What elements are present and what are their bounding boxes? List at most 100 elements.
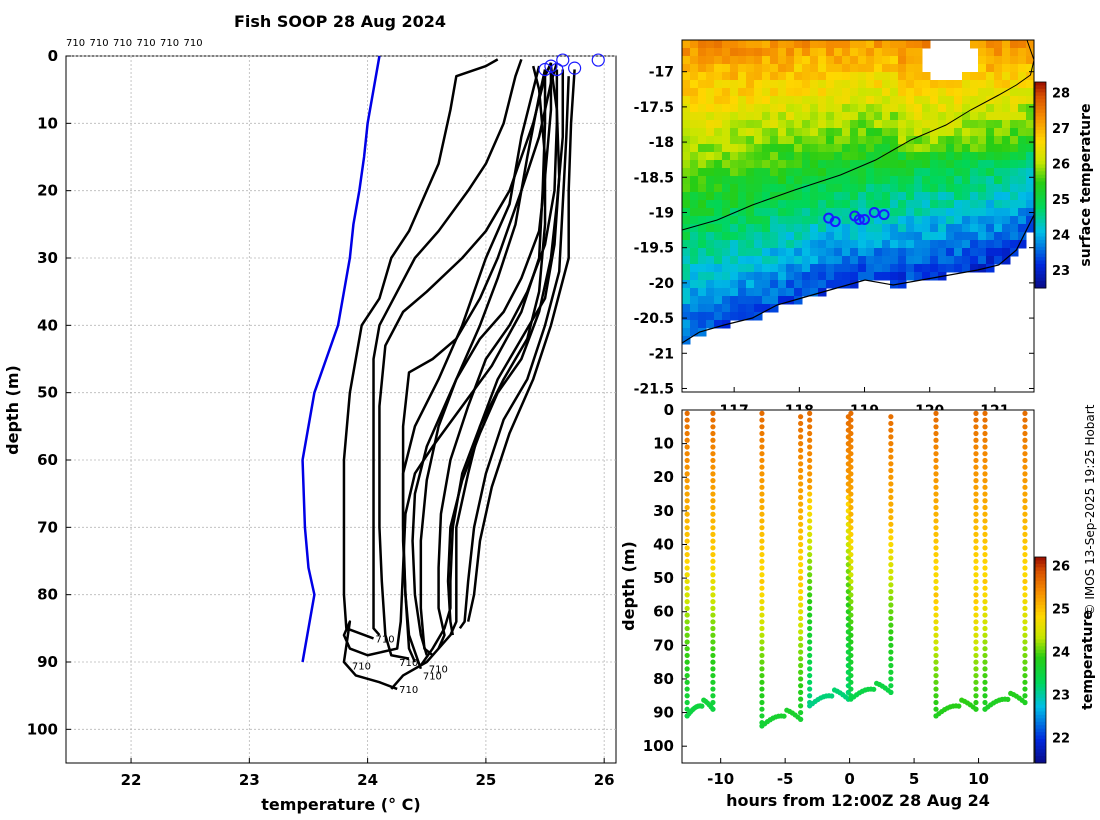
sst-cell [722,112,731,121]
y-tick-label: 0 [48,47,58,65]
sst-cell [1018,152,1027,161]
sst-cell [946,208,955,217]
sst-cell [730,264,739,273]
cast-sample-dot [933,531,939,537]
sst-cell [930,200,939,209]
cast-sample-dot [973,666,979,672]
sst-cell [722,264,731,273]
map-colorbar-segment [1035,147,1046,152]
sst-cell [986,240,995,249]
cast-sample-dot [798,609,804,615]
sst-cell [762,72,771,81]
sst-cell [722,184,731,193]
cast-sample-dot [759,625,765,632]
cast-sample-dot [759,504,765,511]
sst-cell [810,256,819,265]
sst-cell [698,128,707,137]
cast-sample-dot [973,531,979,537]
sst-cell [1026,176,1035,185]
cast-sample-dot [888,535,894,541]
cast-sample-dot [798,595,804,601]
sst-cell [810,232,819,241]
sst-cell [882,232,891,241]
sst-cell [738,40,747,49]
dt-colorbar-segment [1035,591,1046,596]
cast-sample-dot [684,410,690,416]
sst-cell [746,208,755,217]
dt-colorbar-segment [1035,646,1046,651]
sst-cell [874,216,883,225]
sst-cell [786,256,795,265]
cast-sample-dot [798,709,804,716]
cast-sample-dot [798,494,804,501]
sst-cell [834,88,843,97]
map-colorbar-tick-label: 28 [1052,87,1070,102]
sst-cell [770,160,779,169]
sst-cell [858,248,867,257]
sst-cell [858,264,867,273]
cast-sample-dot [888,669,894,675]
sst-cell [1018,88,1027,97]
sst-cell [922,216,931,225]
sst-cell [986,264,995,273]
sst-cell [882,168,891,177]
x-tick-label: 22 [121,771,142,789]
sst-cell [914,136,923,145]
sst-cell [866,200,875,209]
surface-marker [550,62,564,77]
cast-sample-dot [684,672,690,679]
sst-cell [882,48,891,57]
sst-cell [842,240,851,249]
sst-cell [738,128,747,137]
sst-cell [714,96,723,105]
sst-cell [698,248,707,257]
dt-colorbar-segment [1035,574,1046,579]
sst-cell [938,160,947,169]
sst-cell [706,80,715,89]
sst-cell [906,144,915,153]
sst-cell [994,216,1003,225]
sst-cell [794,176,803,185]
cast-sample-dot [1022,666,1028,672]
sst-cell [866,152,875,161]
cast-sample-dot [1022,699,1028,706]
sst-cell [746,200,755,209]
sst-cell [698,72,707,81]
cast-sample-dot [848,538,854,544]
sst-cell [850,64,859,73]
sst-cell [1010,168,1019,177]
sst-cell [946,96,955,105]
cast-sample-dot [933,639,939,645]
sst-cell [698,328,707,337]
sst-cell [786,144,795,153]
sst-cell [906,224,915,233]
cast-sample-dot [759,612,765,618]
sst-cell [762,112,771,121]
sst-cell [698,168,707,177]
cast-sample-dot [933,525,939,531]
sst-cell [954,240,963,249]
sst-cell [802,96,811,105]
sst-cell [1002,160,1011,169]
cast-sample-dot [973,565,979,571]
cast-sample-dot [933,659,939,665]
sst-cell [722,192,731,201]
map-y-tick-label: -19 [649,205,674,221]
cast-sample-dot [684,478,690,484]
sst-cell [890,136,899,145]
sst-cell [930,168,939,177]
y-tick-label: 30 [37,249,58,267]
sst-cell [746,296,755,305]
sst-cell [890,184,899,193]
sst-cell [730,248,739,257]
sst-cell [690,80,699,89]
cast-sample-dot [973,572,979,578]
dt-colorbar-segment [1035,749,1046,754]
sst-cell [706,72,715,81]
sst-cell [842,80,851,89]
sst-cell [882,64,891,73]
sst-cell [986,96,995,105]
sst-cell [866,96,875,105]
sst-cell [882,56,891,65]
dt-colorbar-segment [1035,687,1046,692]
